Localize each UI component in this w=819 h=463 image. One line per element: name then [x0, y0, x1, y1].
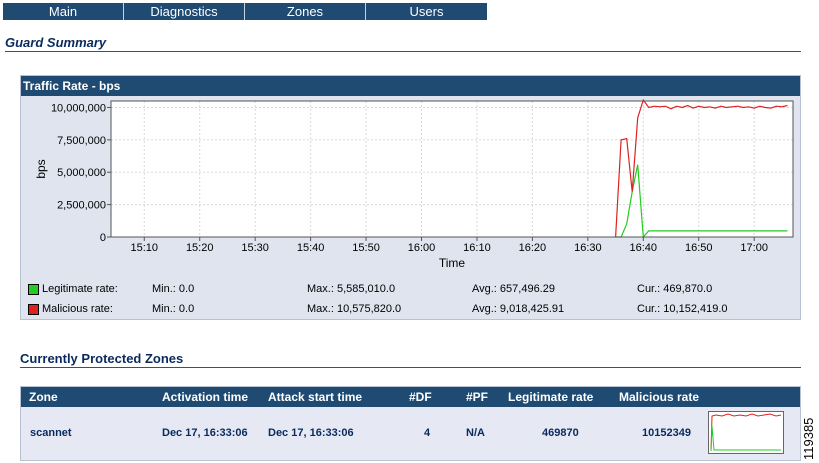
- zones-section-title: Currently Protected Zones: [20, 351, 184, 366]
- legend-row-malicious: Malicious rate: Min.: 0.0 Max.: 10,575,8…: [21, 302, 800, 316]
- col-malicious-rate[interactable]: Malicious rate: [619, 390, 700, 404]
- col-pf[interactable]: #PF: [466, 390, 489, 404]
- legitimate-swatch: [28, 284, 39, 295]
- malicious-avg: Avg.: 9,018,425.91: [472, 303, 565, 315]
- x-tick-label: 15:30: [241, 242, 269, 254]
- legitimate-cur: Cur.: 469,870.0: [637, 283, 713, 295]
- y-tick-label: 10,000,000: [51, 102, 106, 114]
- nav-tab-diagnostics[interactable]: Diagnostics: [124, 3, 245, 20]
- top-nav: Main Diagnostics Zones Users: [3, 3, 487, 20]
- x-tick-label: 15:40: [297, 242, 325, 254]
- y-tick-label: 0: [100, 232, 106, 244]
- col-legitimate-rate[interactable]: Legitimate rate: [508, 390, 594, 404]
- col-attack-start-time[interactable]: Attack start time: [268, 390, 363, 404]
- nav-tab-zones[interactable]: Zones: [245, 3, 366, 20]
- traffic-panel-title: Traffic Rate - bps: [21, 76, 800, 96]
- y-axis-label: bps: [34, 159, 48, 178]
- figure-number: 119385: [801, 418, 816, 460]
- plot-area: [111, 101, 793, 237]
- legitimate-series-line: [615, 164, 788, 239]
- thumbnail-legitimate-line: [710, 425, 781, 452]
- legitimate-rate-value: 469870: [542, 427, 579, 439]
- pf-count: N/A: [466, 427, 485, 439]
- attack-start-time: Dec 17, 16:33:06: [268, 427, 354, 439]
- traffic-rate-panel: Traffic Rate - bps 0 2,500,000 5,000,000 7,…: [20, 75, 801, 320]
- zones-table: Zone Activation time Attack start time #…: [20, 386, 801, 461]
- zones-table-header: Zone Activation time Attack start time #…: [21, 387, 800, 407]
- malicious-swatch: [28, 304, 39, 315]
- figure-number-text: 119385: [801, 418, 816, 460]
- malicious-label: Malicious rate:: [42, 303, 113, 315]
- thumbnail-malicious-line: [710, 413, 782, 452]
- col-zone[interactable]: Zone: [29, 390, 58, 404]
- x-axis-label: Time: [439, 256, 466, 270]
- legitimate-avg: Avg.: 657,496.29: [472, 283, 555, 295]
- y-tick-label: 7,500,000: [57, 135, 106, 147]
- malicious-min: Min.: 0.0: [152, 303, 195, 315]
- x-tick-label: 16:40: [630, 242, 658, 254]
- malicious-max: Max.: 10,575,820.0: [307, 303, 402, 315]
- plot-frame: [110, 100, 794, 238]
- x-tick-label: 16:30: [574, 242, 602, 254]
- x-tick-label: 16:00: [408, 242, 436, 254]
- x-tick-label: 16:50: [685, 242, 713, 254]
- zones-divider: [20, 367, 801, 368]
- zone-name-link[interactable]: scannet: [30, 427, 72, 439]
- page-title: Guard Summary: [5, 35, 107, 50]
- col-activation-time[interactable]: Activation time: [162, 390, 249, 404]
- title-divider: [5, 51, 801, 52]
- legitimate-min: Min.: 0.0: [152, 283, 195, 295]
- legitimate-max: Max.: 5,585,010.0: [307, 283, 396, 295]
- malicious-rate-value: 10152349: [642, 427, 691, 439]
- nav-tab-main[interactable]: Main: [3, 3, 124, 20]
- x-tick-label: 17:00: [740, 242, 768, 254]
- df-count: 4: [424, 427, 431, 439]
- malicious-cur: Cur.: 10,152,419.0: [637, 303, 728, 315]
- legend-row-legitimate: Legitimate rate: Min.: 0.0 Max.: 5,585,0…: [21, 282, 800, 296]
- activation-time: Dec 17, 16:33:06: [162, 427, 248, 439]
- zone-traffic-thumbnail[interactable]: [708, 411, 784, 454]
- x-tick-label: 16:20: [519, 242, 547, 254]
- y-tick-label: 2,500,000: [57, 200, 106, 212]
- thumbnail-frame: [708, 411, 784, 454]
- x-tick-label: 15:20: [186, 242, 214, 254]
- legitimate-label: Legitimate rate:: [42, 283, 118, 295]
- traffic-chart: 0 2,500,000 5,000,000 7,500,000 10,000,000 15…: [34, 98, 794, 270]
- x-tick-label: 15:50: [352, 242, 380, 254]
- nav-tab-users[interactable]: Users: [366, 3, 487, 20]
- col-df[interactable]: #DF: [409, 390, 432, 404]
- y-tick-label: 5,000,000: [57, 167, 106, 179]
- x-tick-label: 16:10: [463, 242, 491, 254]
- x-tick-label: 15:10: [131, 242, 159, 254]
